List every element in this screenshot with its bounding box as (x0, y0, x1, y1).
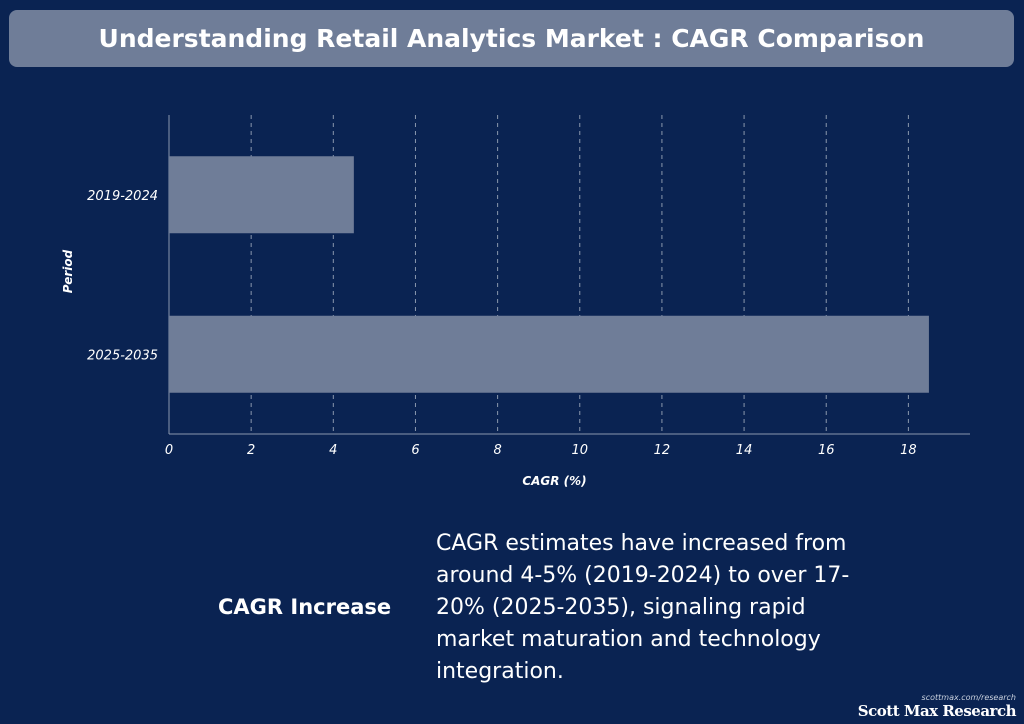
y-tick-label: 2019-2024 (87, 189, 158, 204)
x-tick-label: 8 (493, 443, 501, 458)
footer-brand-logo: Scott Max Research (857, 702, 1017, 720)
x-tick-label: 0 (165, 443, 173, 458)
page-title: Understanding Retail Analytics Market : … (98, 24, 925, 53)
x-tick-label: 2 (247, 443, 255, 458)
insight-panel: CAGR Increase CAGR estimates have increa… (210, 528, 910, 688)
title-bar: Understanding Retail Analytics Market : … (9, 10, 1014, 67)
x-tick-label: 16 (818, 443, 835, 458)
x-tick-label: 6 (411, 443, 419, 458)
insight-text: CAGR estimates have increased from aroun… (436, 531, 850, 684)
bar-layer (169, 156, 929, 393)
x-tick-label: 14 (736, 443, 753, 458)
x-tick-label: 12 (654, 443, 671, 458)
x-tick-label: 4 (329, 443, 337, 458)
footer-url: scottmax.com/research (921, 693, 1016, 702)
x-tick-label: 10 (571, 443, 588, 458)
y-axis-label: Period (61, 249, 75, 293)
x-axis-label: CAGR (%) (522, 474, 586, 488)
insight-label: CAGR Increase (218, 595, 392, 619)
x-tick-label: 18 (900, 443, 917, 458)
cagr-bar-chart: 2019-2024 2025-2035 0 2 4 6 8 10 12 14 16 18 CAGR (… (61, 115, 970, 488)
axis-layer: 2019-2024 2025-2035 0 2 4 6 8 10 12 14 16 18 (87, 189, 970, 458)
y-tick-label: 2025-2035 (87, 348, 158, 363)
bar-2025-2035 (169, 315, 929, 393)
footer: scottmax.com/research Scott Max Research (857, 693, 1017, 720)
bar-2019-2024 (169, 156, 354, 234)
